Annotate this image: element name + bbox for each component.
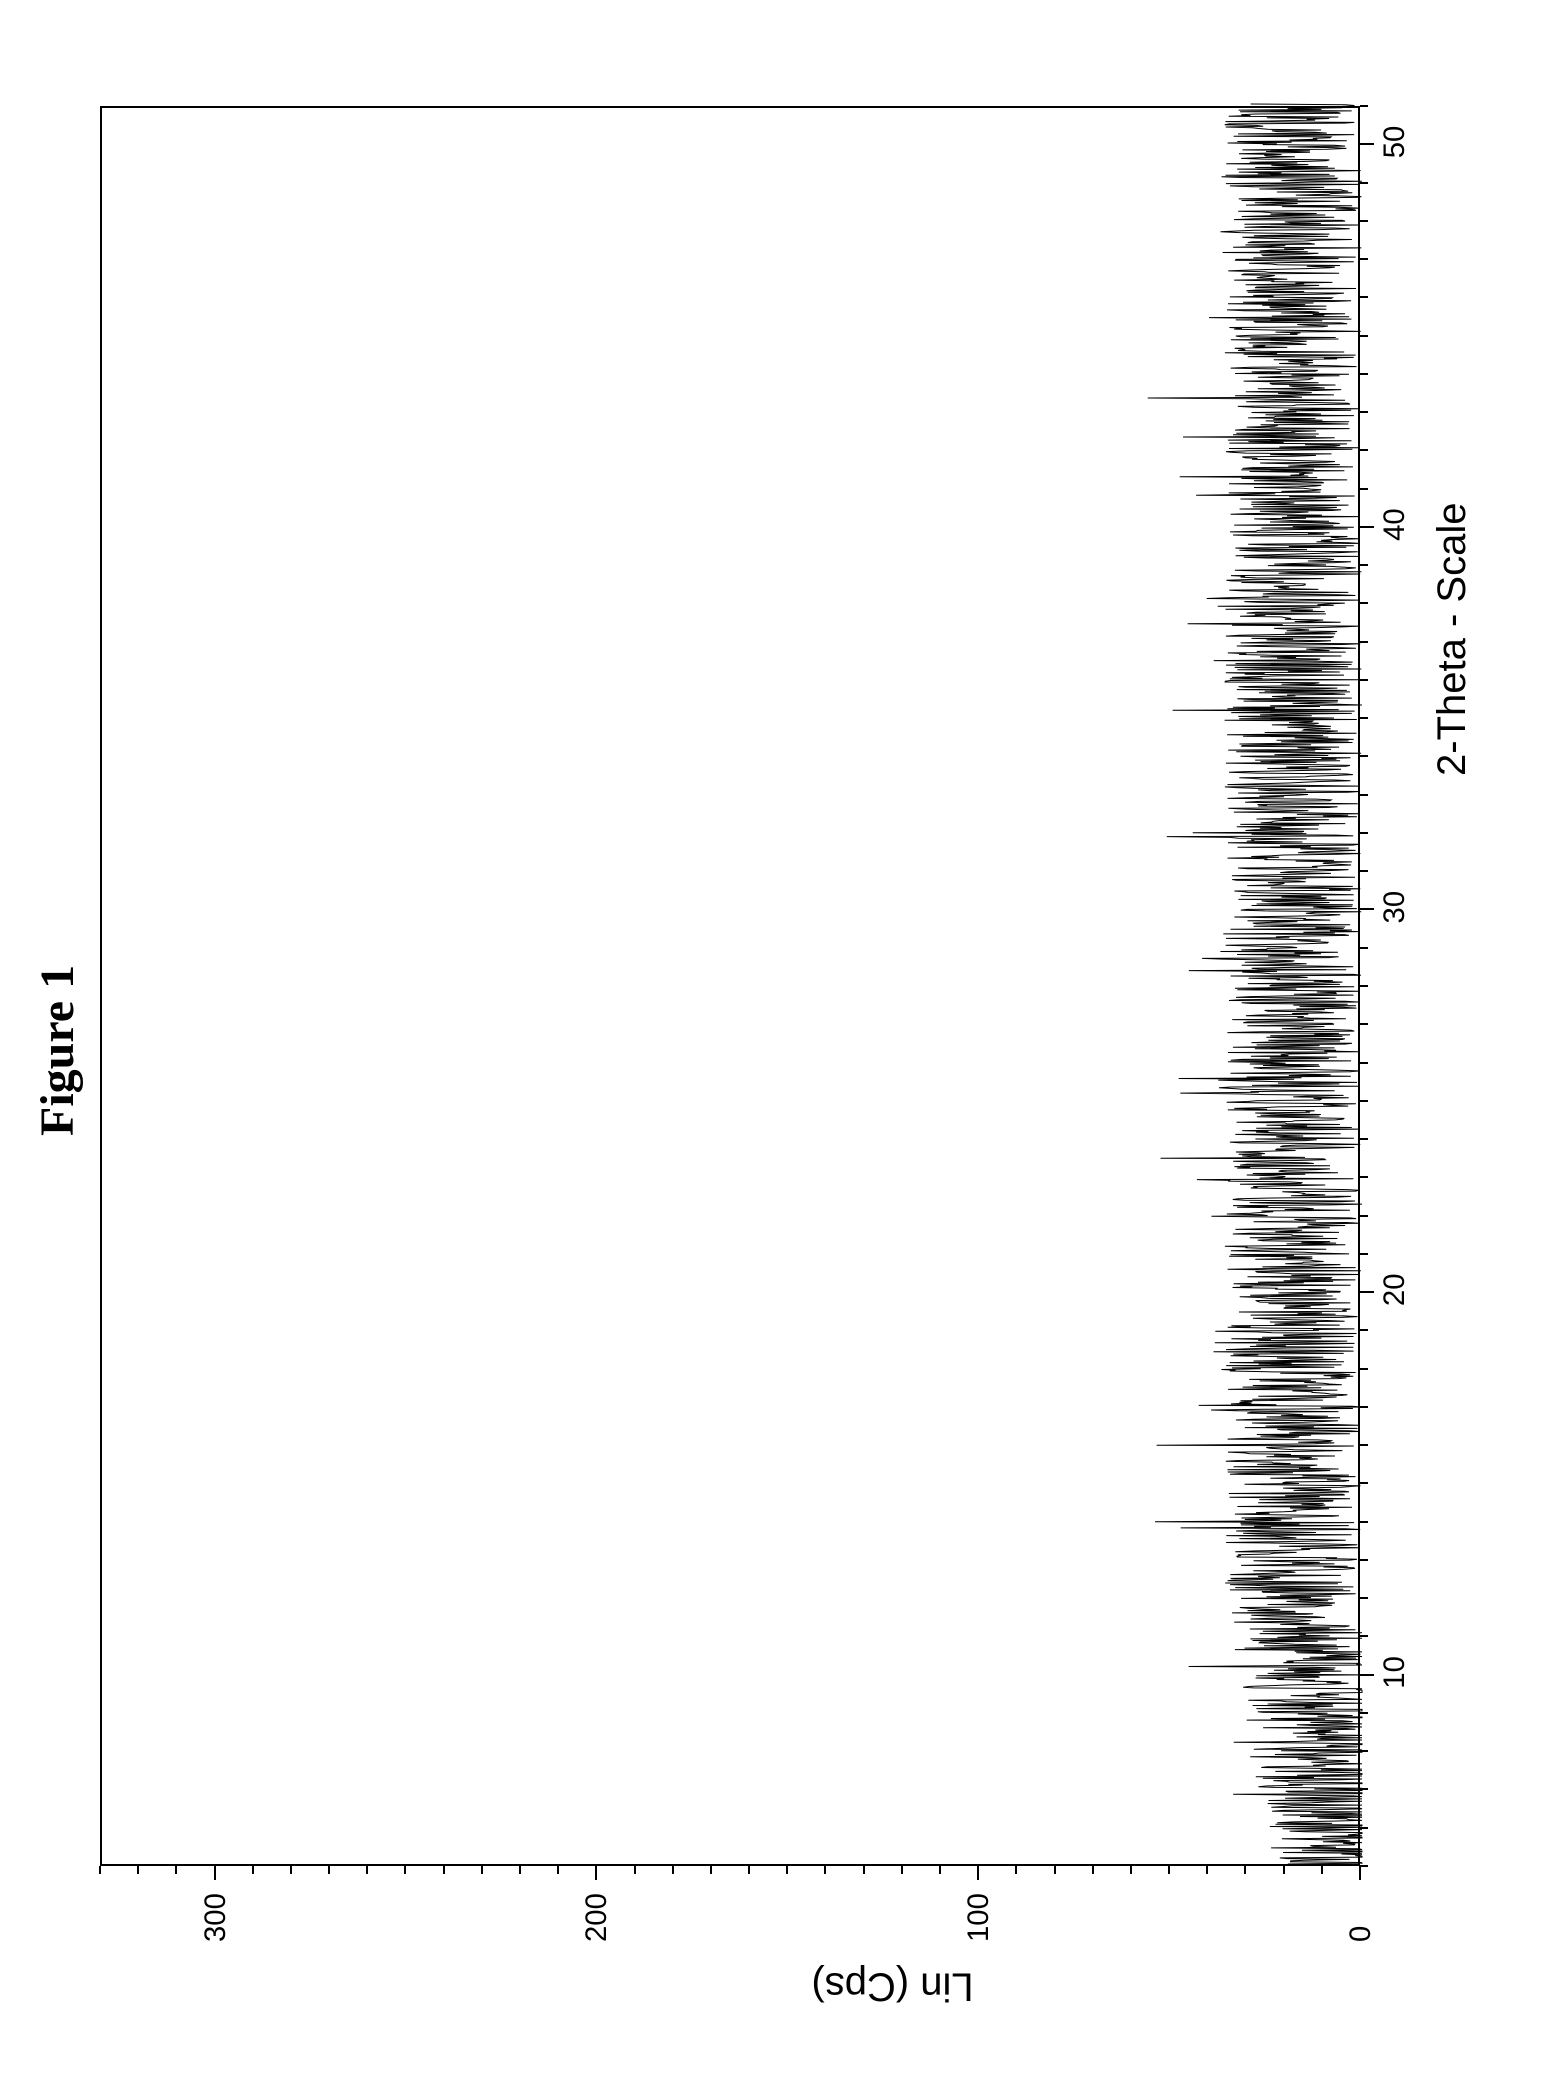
tick-mark	[1360, 717, 1368, 719]
tick-label: 300	[199, 1893, 233, 1942]
tick-mark	[1360, 870, 1368, 872]
tick-label: 10	[1378, 1656, 1412, 1689]
tick-mark	[1360, 1444, 1368, 1446]
tick-mark	[710, 1866, 712, 1874]
x-axis-label: 2-Theta - Scale	[1430, 503, 1475, 776]
tick-mark	[1360, 1329, 1368, 1331]
tick-mark	[1360, 1176, 1368, 1178]
tick-mark	[1360, 488, 1368, 490]
figure-title: Figure 1	[30, 965, 85, 1136]
tick-mark	[1015, 1866, 1017, 1874]
rotated-chart-container: Figure 1 Lin (Cps) 2-Theta - Scale 10 20 3…	[0, 0, 1547, 2096]
tick-mark	[1360, 1291, 1374, 1293]
tick-mark	[1360, 373, 1368, 375]
tick-mark	[1168, 1866, 1170, 1874]
tick-mark	[1360, 641, 1368, 643]
tick-mark	[1206, 1866, 1208, 1874]
tick-label: 40	[1378, 508, 1412, 541]
tick-mark	[1360, 1215, 1368, 1217]
xrd-trace	[102, 104, 1362, 1864]
tick-mark	[1360, 1712, 1368, 1714]
tick-mark	[404, 1866, 406, 1874]
tick-mark	[1360, 1865, 1368, 1867]
tick-mark	[1360, 1827, 1368, 1829]
plot-frame	[100, 106, 1360, 1866]
tick-label: 50	[1378, 126, 1412, 159]
tick-label: 100	[962, 1893, 996, 1942]
tick-mark	[1360, 602, 1368, 604]
y-axis-label: Lin (Cps)	[743, 1964, 1043, 2009]
tick-mark	[1360, 1138, 1368, 1140]
tick-mark	[1360, 985, 1368, 987]
tick-mark	[1360, 526, 1374, 528]
tick-mark	[1130, 1866, 1132, 1874]
tick-mark	[1360, 1253, 1368, 1255]
tick-mark	[1360, 755, 1368, 757]
tick-label: 200	[580, 1893, 614, 1942]
tick-mark	[672, 1866, 674, 1874]
tick-mark	[1360, 1788, 1368, 1790]
tick-mark	[1360, 564, 1368, 566]
tick-mark	[1360, 794, 1368, 796]
tick-mark	[1359, 1866, 1361, 1880]
tick-mark	[824, 1866, 826, 1874]
tick-mark	[1360, 1635, 1368, 1637]
tick-mark	[290, 1866, 292, 1874]
tick-label: 30	[1378, 891, 1412, 924]
tick-mark	[1360, 1062, 1368, 1064]
tick-mark	[1092, 1866, 1094, 1874]
tick-mark	[214, 1866, 216, 1880]
tick-mark	[328, 1866, 330, 1874]
tick-mark	[519, 1866, 521, 1874]
tick-mark	[1360, 258, 1368, 260]
tick-mark	[786, 1866, 788, 1874]
tick-mark	[1360, 1100, 1368, 1102]
tick-mark	[1054, 1866, 1056, 1874]
tick-mark	[1360, 908, 1374, 910]
tick-mark	[748, 1866, 750, 1874]
tick-label: 20	[1378, 1273, 1412, 1306]
tick-mark	[1360, 679, 1368, 681]
tick-mark	[443, 1866, 445, 1874]
tick-mark	[557, 1866, 559, 1874]
tick-mark	[977, 1866, 979, 1880]
tick-mark	[634, 1866, 636, 1874]
tick-mark	[1321, 1866, 1323, 1874]
tick-mark	[366, 1866, 368, 1874]
tick-mark	[1360, 143, 1374, 145]
tick-mark	[1360, 449, 1368, 451]
tick-mark	[1360, 411, 1368, 413]
xrd-noise-path	[1148, 104, 1362, 1864]
tick-mark	[1360, 947, 1368, 949]
tick-mark	[595, 1866, 597, 1880]
tick-mark	[1360, 182, 1368, 184]
tick-mark	[901, 1866, 903, 1874]
tick-mark	[1360, 1368, 1368, 1370]
tick-mark	[481, 1866, 483, 1874]
tick-mark	[1360, 1521, 1368, 1523]
tick-mark	[1360, 1482, 1368, 1484]
tick-mark	[137, 1866, 139, 1874]
tick-mark	[1360, 220, 1368, 222]
tick-mark	[1360, 335, 1368, 337]
tick-mark	[1360, 1559, 1368, 1561]
tick-mark	[1360, 296, 1368, 298]
tick-mark	[252, 1866, 254, 1874]
tick-mark	[175, 1866, 177, 1874]
tick-mark	[1283, 1866, 1285, 1874]
tick-label: 0	[1344, 1926, 1378, 1942]
tick-mark	[1244, 1866, 1246, 1874]
page: Figure 1 Lin (Cps) 2-Theta - Scale 10 20 3…	[0, 0, 1547, 2096]
tick-mark	[863, 1866, 865, 1874]
tick-mark	[1360, 832, 1368, 834]
tick-mark	[99, 1866, 101, 1874]
tick-mark	[1360, 1674, 1374, 1676]
tick-mark	[1360, 105, 1368, 107]
tick-mark	[1360, 1750, 1368, 1752]
tick-mark	[1360, 1023, 1368, 1025]
tick-mark	[939, 1866, 941, 1874]
tick-mark	[1360, 1406, 1368, 1408]
tick-mark	[1360, 1597, 1368, 1599]
